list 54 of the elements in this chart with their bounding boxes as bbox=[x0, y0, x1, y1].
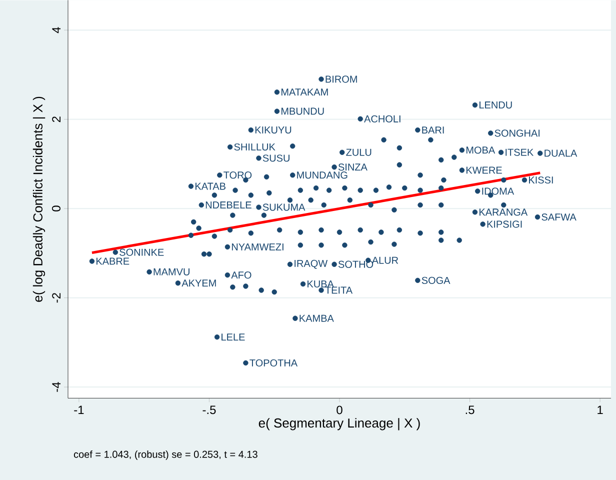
y-tick-label: 0 bbox=[52, 206, 60, 212]
annotation: SAFWA bbox=[542, 213, 576, 220]
y-axis-title: e( log Deadly Conflict Incidents | X ) bbox=[32, 96, 46, 302]
annotation: ACHOLI bbox=[364, 115, 400, 122]
annotation: BIROM bbox=[326, 76, 357, 83]
annotation: SUKUMA bbox=[262, 204, 306, 211]
annotation: ITSEK bbox=[506, 148, 534, 156]
annotation: AKYEM bbox=[182, 280, 216, 286]
annotation: KIKUYU bbox=[255, 126, 292, 134]
y-tick-label: -2 bbox=[52, 292, 60, 303]
annotation: BARI bbox=[422, 126, 444, 134]
annotation: DUALA bbox=[544, 150, 578, 157]
y-tick-label: -4 bbox=[52, 382, 60, 392]
annotation: KWERE bbox=[466, 166, 502, 174]
annotation: SONINKE bbox=[120, 248, 164, 256]
annotation: NYAMWEZI bbox=[232, 243, 284, 250]
annotation: ZULU bbox=[346, 148, 372, 156]
annotation: NDEBELE bbox=[206, 201, 252, 208]
annotation: SUSU bbox=[262, 154, 290, 162]
annotation: SOTHO bbox=[338, 260, 374, 268]
annotation: MBUNDU bbox=[281, 108, 324, 115]
annotation: SONGHAI bbox=[494, 130, 540, 137]
x-tick-label: -1 bbox=[74, 406, 84, 414]
annotation: KISSI bbox=[529, 176, 553, 184]
annotation: MOBA bbox=[466, 146, 496, 154]
annotation: SINZA bbox=[338, 163, 368, 171]
annotation: KABRE bbox=[96, 258, 130, 265]
annotation: KAMBA bbox=[300, 314, 334, 322]
annotation: TOPOTHA bbox=[250, 359, 298, 366]
y-tick-label: 4 bbox=[52, 27, 60, 34]
y-tick-label: 2 bbox=[52, 116, 60, 122]
annotation: KARANGA bbox=[480, 208, 528, 216]
annotation: LELE bbox=[222, 334, 245, 340]
annotation: MATAKAM bbox=[281, 88, 328, 96]
x-tick-label: -.5 bbox=[202, 406, 216, 414]
annotation: TEITA bbox=[325, 286, 353, 294]
annotation: ALUR bbox=[372, 256, 398, 264]
annotation: SOGA bbox=[422, 276, 450, 284]
x-axis-title: e( Segmentary Lineage | X ) bbox=[258, 418, 420, 430]
annotation: AFO bbox=[231, 271, 252, 278]
annotation: LENDU bbox=[480, 101, 512, 108]
annotation: MUNDANG bbox=[297, 171, 348, 179]
annotation: MAMVU bbox=[154, 268, 190, 276]
annotation: IRAQW bbox=[294, 260, 328, 269]
annotation: IDOMA bbox=[482, 188, 514, 195]
x-tick-label: .5 bbox=[466, 406, 474, 414]
x-tick-label: 0 bbox=[336, 406, 342, 414]
x-tick-label: 1 bbox=[598, 406, 603, 414]
annotation: KIPSIGI bbox=[487, 220, 522, 228]
text: coef = 1.043, (robust) se = 0.253, t = 4.13 bbox=[74, 450, 258, 460]
annotation: KUBA bbox=[308, 280, 334, 288]
annotation: KATAB bbox=[196, 182, 226, 190]
annotation: TORO bbox=[224, 171, 252, 179]
annotation: SHILLUK bbox=[234, 143, 276, 150]
